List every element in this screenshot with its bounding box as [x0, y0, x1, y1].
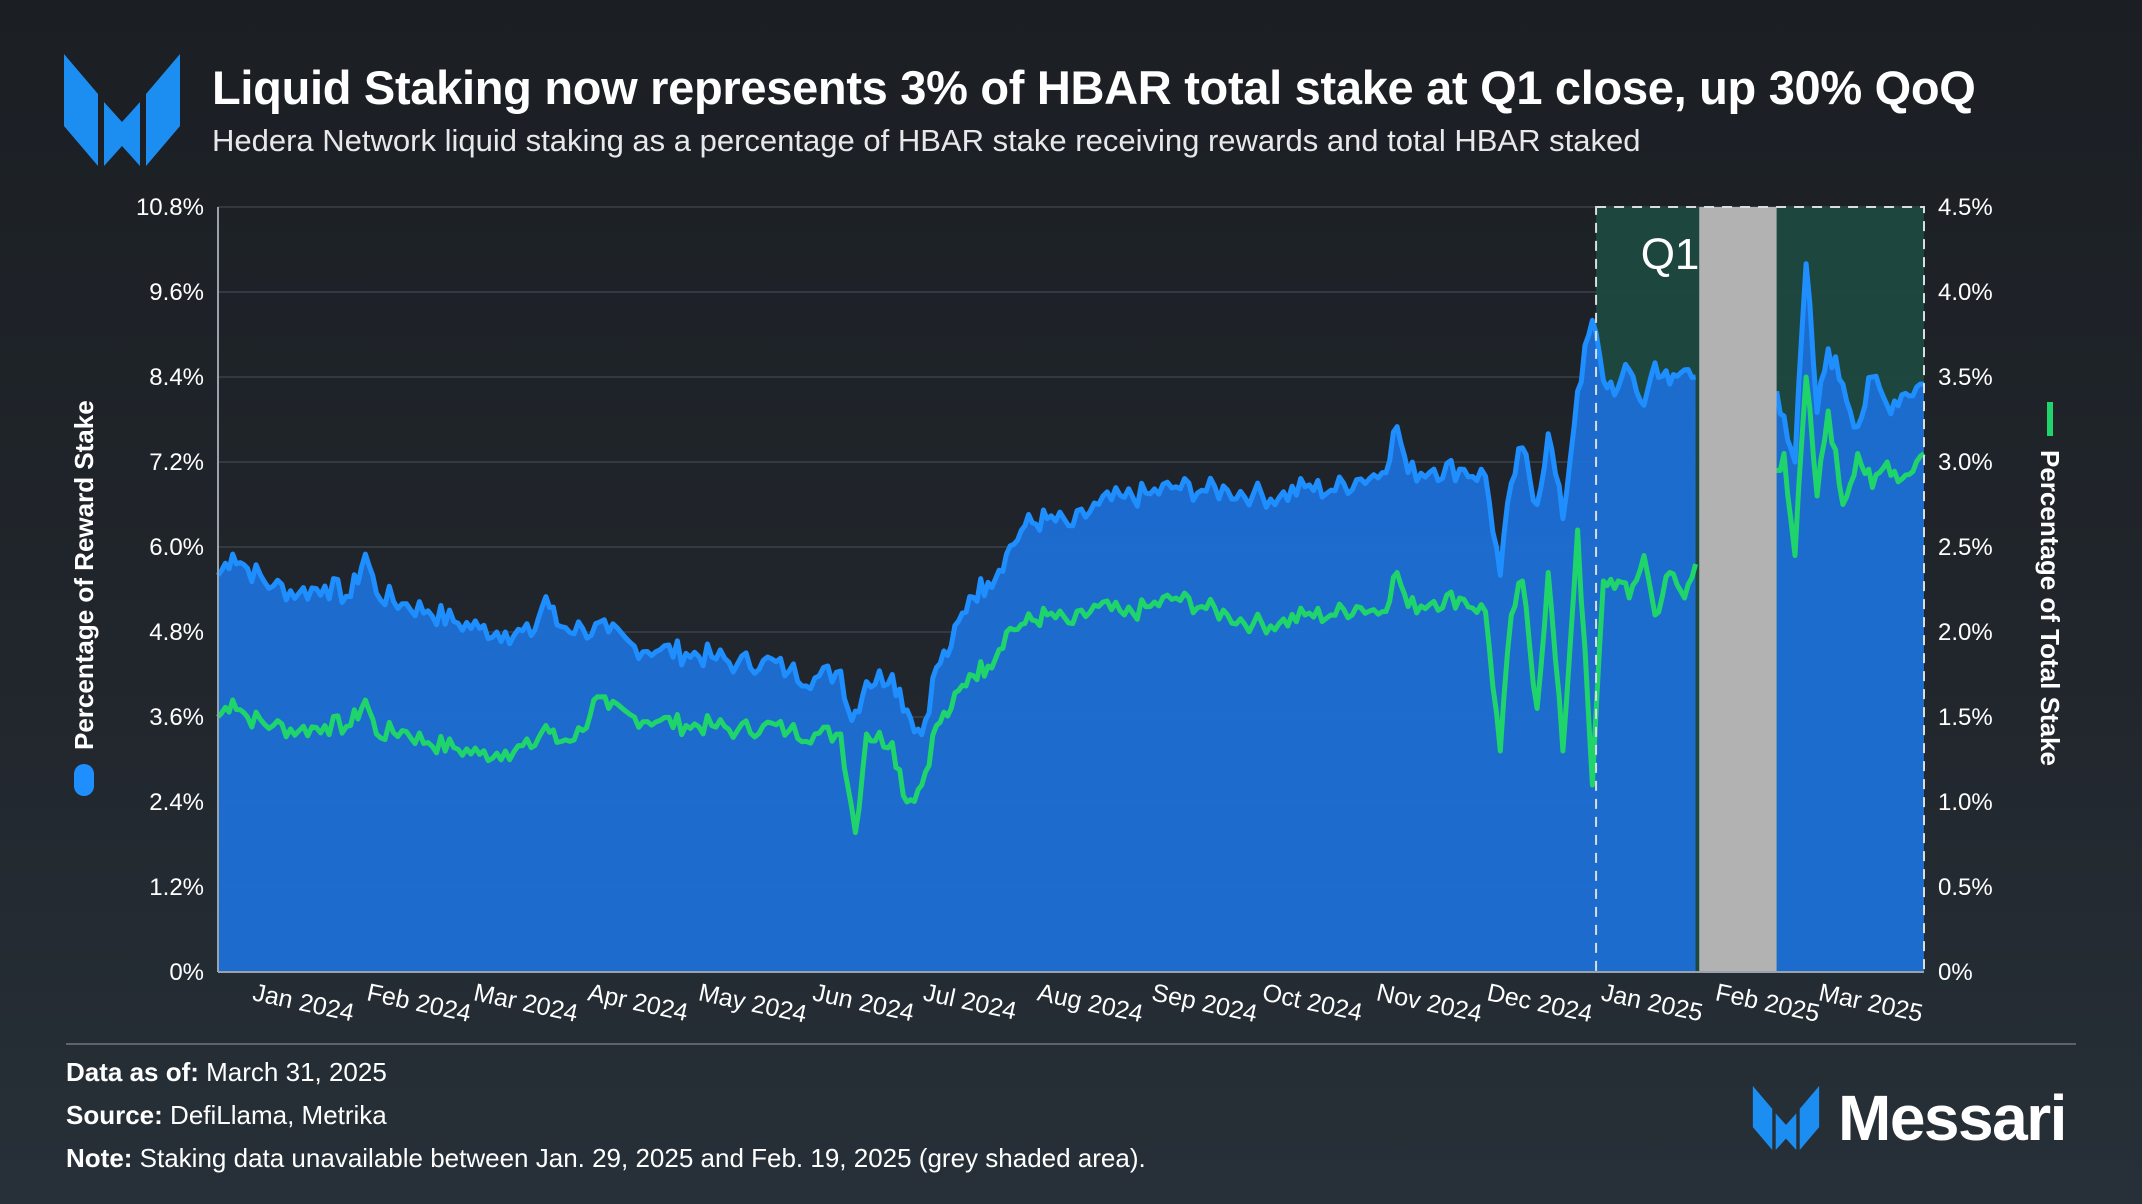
- x-axis-tick-label: Oct 2024: [1260, 978, 1365, 1027]
- data-unavailable-area: [1699, 207, 1777, 972]
- brand-name: Messari: [1838, 1082, 2067, 1154]
- x-axis-tick-label: Jan 2025: [1599, 978, 1705, 1027]
- total-legend-marker: [2047, 402, 2053, 436]
- left-axis-tick-label: 10.8%: [136, 194, 204, 221]
- reward-stake-area: [218, 263, 1924, 972]
- right-axis-title-group: Percentage of Total Stake: [2035, 402, 2065, 766]
- data-as-of-value: March 31, 2025: [198, 1057, 387, 1087]
- x-axis-tick-label: Nov 2024: [1374, 978, 1485, 1028]
- left-axis-tick-label: 7.2%: [149, 449, 204, 476]
- x-axis-tick-label: Jun 2024: [810, 978, 917, 1027]
- note-label: Note:: [66, 1143, 133, 1173]
- right-axis-tick-label: 2.0%: [1938, 619, 1993, 646]
- source-label: Source:: [66, 1100, 163, 1130]
- footer-divider: [66, 1043, 2076, 1045]
- chart-title: Liquid Staking now represents 3% of HBAR…: [212, 61, 1976, 114]
- reward-stake-line: [215, 261, 1924, 738]
- left-axis-title: Percentage of Reward Stake: [69, 400, 99, 750]
- left-axis-tick-label: 3.6%: [149, 704, 204, 731]
- messari-logo-icon: [64, 54, 180, 166]
- right-axis-tick-label: 3.0%: [1938, 449, 1993, 476]
- x-axis-tick-label: Jan 2024: [250, 978, 357, 1027]
- footer-data-as-of: Data as of: March 31, 2025: [66, 1057, 387, 1088]
- right-axis-tick-label: 0.5%: [1938, 874, 1993, 901]
- x-axis-tick-label: Aug 2024: [1035, 978, 1146, 1028]
- x-axis-tick-label: Mar 2025: [1816, 978, 1925, 1027]
- source-value: DefiLlama, Metrika: [162, 1100, 387, 1130]
- left-axis-tick-label: 9.6%: [149, 279, 204, 306]
- right-axis-tick-label: 1.0%: [1938, 789, 1993, 816]
- right-axis-tick-label: 4.5%: [1938, 194, 1993, 221]
- data-as-of-label: Data as of:: [66, 1057, 199, 1087]
- left-axis-tick-label: 6.0%: [149, 534, 204, 561]
- right-axis-tick-label: 3.5%: [1938, 364, 1993, 391]
- q1-label: Q1: [1641, 230, 1700, 279]
- right-axis-tick-label: 4.0%: [1938, 279, 1993, 306]
- messari-brand-icon: [1752, 1086, 1820, 1150]
- x-axis-tick-label: Dec 2024: [1485, 978, 1596, 1028]
- x-axis-tick-label: May 2024: [696, 978, 809, 1028]
- x-axis-tick-label: Feb 2024: [364, 978, 473, 1027]
- total-stake-line: [216, 374, 1926, 836]
- left-axis-title-group: Percentage of Reward Stake: [69, 400, 99, 796]
- q1-dashed-border: [1595, 206, 1926, 973]
- right-axis-tick-label: 2.5%: [1938, 534, 1993, 561]
- right-axis-ticks: 0% 0.5% 1.0% 1.5% 2.0% 2.5% 3.0% 3.5% 4.0% 4.5%: [1938, 194, 1993, 986]
- left-axis-tick-label: 4.8%: [149, 619, 204, 646]
- left-axis-tick-label: 2.4%: [149, 789, 204, 816]
- left-axis-tick-label: 1.2%: [149, 874, 204, 901]
- right-axis-tick-label: 1.5%: [1938, 704, 1993, 731]
- chart-subtitle: Hedera Network liquid staking as a perce…: [212, 123, 1641, 158]
- left-axis-tick-label: 0%: [169, 959, 204, 986]
- note-value: Staking data unavailable between Jan. 29…: [132, 1143, 1146, 1173]
- x-axis-tick-label: Sep 2024: [1149, 978, 1260, 1028]
- x-axis-tick-label: Apr 2024: [586, 978, 691, 1027]
- reward-legend-marker: [74, 764, 94, 796]
- footer-source: Source: DefiLlama, Metrika: [66, 1100, 387, 1131]
- left-axis-ticks: 0% 1.2% 2.4% 3.6% 4.8% 6.0% 7.2% 8.4% 9.6% 10.8%: [136, 194, 204, 986]
- left-axis-tick-label: 8.4%: [149, 364, 204, 391]
- footer-note: Note: Staking data unavailable between J…: [66, 1143, 1146, 1174]
- x-axis-tick-label: Mar 2024: [471, 978, 580, 1027]
- right-axis-tick-label: 0%: [1938, 959, 1973, 986]
- messari-brand: Messari: [1752, 1082, 2067, 1154]
- x-axis-tick-label: Jul 2024: [921, 978, 1019, 1025]
- right-axis-title: Percentage of Total Stake: [2035, 450, 2065, 766]
- x-axis-tick-label: Feb 2025: [1713, 978, 1822, 1027]
